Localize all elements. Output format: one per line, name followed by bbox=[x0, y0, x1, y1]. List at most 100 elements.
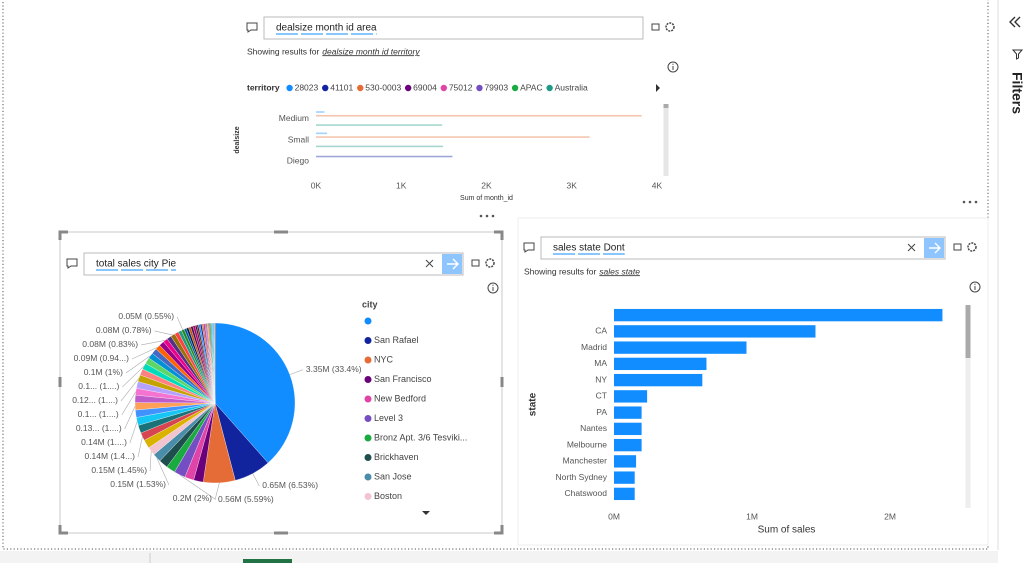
data-label: 0.56M (5.59%) bbox=[218, 494, 274, 504]
qa-query[interactable]: dealsize month id area bbox=[276, 23, 377, 34]
leader-line bbox=[125, 355, 151, 374]
legend-label[interactable]: 69004 bbox=[413, 82, 437, 92]
legend-next[interactable] bbox=[656, 84, 660, 92]
qa-query[interactable]: sales state Dont bbox=[553, 243, 625, 254]
copy-icon[interactable] bbox=[471, 259, 480, 267]
comment-icon[interactable] bbox=[246, 22, 258, 33]
legend-label[interactable]: 28023 bbox=[295, 82, 319, 92]
legend-label[interactable]: San Rafael bbox=[374, 335, 419, 345]
more-options[interactable] bbox=[479, 200, 978, 218]
data-label: 0.08M (0.78%) bbox=[96, 325, 152, 335]
bar bbox=[614, 455, 637, 468]
leader-line bbox=[149, 451, 152, 471]
qa-query[interactable]: total sales city Pie bbox=[96, 259, 176, 270]
comment-icon[interactable] bbox=[66, 258, 78, 269]
qa-interpretation[interactable]: dealsize month id territory bbox=[322, 46, 420, 56]
legend-swatch[interactable] bbox=[546, 84, 553, 92]
clear-icon[interactable] bbox=[907, 243, 916, 252]
data-label: 0.1... (1....) bbox=[78, 381, 119, 391]
leader-line bbox=[131, 346, 158, 360]
y-tick-label: MA bbox=[594, 358, 607, 368]
data-label: 3.35M (33.4%) bbox=[306, 364, 362, 374]
x-tick-label: 1K bbox=[396, 180, 407, 190]
filters-title[interactable]: Filters bbox=[1009, 72, 1024, 114]
legend-label[interactable]: Bronz Apt. 3/6 Tesviki... bbox=[374, 432, 467, 442]
settings-icon[interactable] bbox=[665, 22, 675, 32]
x-tick-label: 4K bbox=[652, 180, 663, 190]
bar bbox=[316, 136, 590, 138]
legend-label[interactable]: NYC bbox=[374, 354, 394, 364]
legend-label[interactable]: 79903 bbox=[484, 82, 508, 92]
legend-swatch[interactable] bbox=[364, 356, 372, 364]
legend-label[interactable]: APAC bbox=[520, 82, 543, 92]
info-icon[interactable] bbox=[667, 61, 679, 73]
legend-label[interactable]: 530-0003 bbox=[365, 82, 401, 92]
legend-label[interactable]: Boston bbox=[374, 491, 402, 501]
legend-label[interactable]: Level 3 bbox=[374, 413, 403, 423]
leader-line bbox=[252, 473, 260, 487]
legend-swatch[interactable] bbox=[404, 84, 412, 92]
copy-icon[interactable] bbox=[953, 243, 962, 251]
x-tick-label: 2K bbox=[481, 180, 492, 190]
info-icon[interactable] bbox=[487, 282, 499, 294]
legend-swatch[interactable] bbox=[286, 84, 293, 92]
leader-line bbox=[120, 377, 140, 402]
info-icon[interactable] bbox=[969, 281, 981, 293]
qa-input[interactable] bbox=[83, 252, 464, 276]
pie-slice[interactable] bbox=[213, 322, 216, 404]
legend-swatch[interactable] bbox=[364, 317, 372, 325]
legend-label[interactable]: 41101 bbox=[330, 82, 353, 92]
legend-swatch[interactable] bbox=[364, 493, 372, 500]
copy-icon[interactable] bbox=[651, 23, 660, 31]
legend-label[interactable]: Australia bbox=[555, 82, 588, 92]
legend-swatch[interactable] bbox=[511, 84, 519, 92]
legend-label[interactable]: San Francisco bbox=[374, 374, 432, 384]
legend-swatch[interactable] bbox=[364, 415, 372, 422]
submit-arrow bbox=[929, 242, 941, 254]
y-tick-label: CT bbox=[596, 391, 607, 401]
bar bbox=[316, 155, 453, 158]
data-label: 0.13... (1....) bbox=[76, 423, 122, 433]
qa-input[interactable] bbox=[540, 236, 946, 260]
legend-label[interactable]: New Bedford bbox=[374, 393, 426, 403]
leader-line bbox=[154, 330, 173, 336]
data-label: 0.14M (1.4...) bbox=[84, 451, 135, 461]
legend-swatch[interactable] bbox=[357, 84, 364, 92]
legend-swatch[interactable] bbox=[322, 84, 329, 92]
settings-icon[interactable] bbox=[485, 258, 495, 268]
legend-swatch[interactable] bbox=[440, 84, 448, 92]
legend-label[interactable]: San Jose bbox=[374, 471, 412, 481]
bar bbox=[316, 114, 642, 117]
legend-swatch[interactable] bbox=[364, 454, 372, 461]
legend-swatch[interactable] bbox=[364, 473, 372, 481]
y-tick-label: Chatswood bbox=[564, 488, 607, 498]
collapse-icon[interactable] bbox=[1009, 16, 1021, 28]
x-tick-label: 2M bbox=[884, 511, 896, 521]
legend-label[interactable]: Brickhaven bbox=[374, 452, 419, 462]
x-tick-label: 0M bbox=[608, 511, 620, 521]
legend-swatch[interactable] bbox=[364, 434, 372, 442]
legend-scroll[interactable] bbox=[422, 511, 430, 515]
legend-swatch[interactable] bbox=[364, 337, 372, 344]
data-label: 0.12... (1....) bbox=[72, 395, 118, 405]
qa-showing: Showing results for bbox=[524, 266, 596, 276]
info-icon bbox=[974, 283, 976, 285]
data-label: 0.08M (0.83%) bbox=[82, 339, 138, 349]
clear-icon[interactable] bbox=[425, 259, 434, 268]
legend-swatch[interactable] bbox=[476, 84, 483, 92]
y-tick-label: CA bbox=[595, 326, 607, 336]
leader-line bbox=[137, 436, 143, 458]
legend-label[interactable]: 75012 bbox=[449, 82, 473, 92]
legend-swatch[interactable] bbox=[364, 395, 372, 403]
active-tab[interactable] bbox=[243, 559, 292, 563]
bar bbox=[614, 325, 816, 338]
y-tick-label: Nantes bbox=[580, 423, 607, 433]
settings-icon[interactable] bbox=[967, 242, 977, 252]
qa-interpretation[interactable]: sales state bbox=[599, 266, 640, 276]
comment-icon[interactable] bbox=[523, 242, 535, 253]
bar bbox=[614, 487, 635, 501]
legend-swatch[interactable] bbox=[364, 376, 372, 383]
resize-handles[interactable] bbox=[58, 230, 504, 535]
y-tick-label: North Sydney bbox=[556, 472, 608, 482]
